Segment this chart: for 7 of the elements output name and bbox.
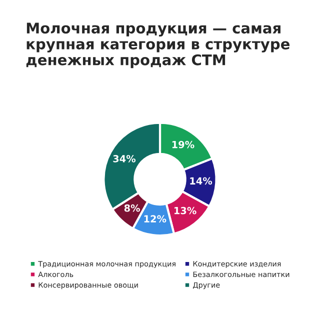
data-label: 8% [124, 204, 140, 212]
chart-title: Молочная продукция — самая крупная категория в структуре денежных продаж СТМ [26, 22, 290, 68]
data-label: 13% [174, 206, 196, 214]
data-label: 19% [172, 140, 194, 148]
data-label: 12% [144, 215, 166, 223]
data-label: 14% [190, 177, 212, 185]
data-label: 34% [113, 154, 136, 162]
